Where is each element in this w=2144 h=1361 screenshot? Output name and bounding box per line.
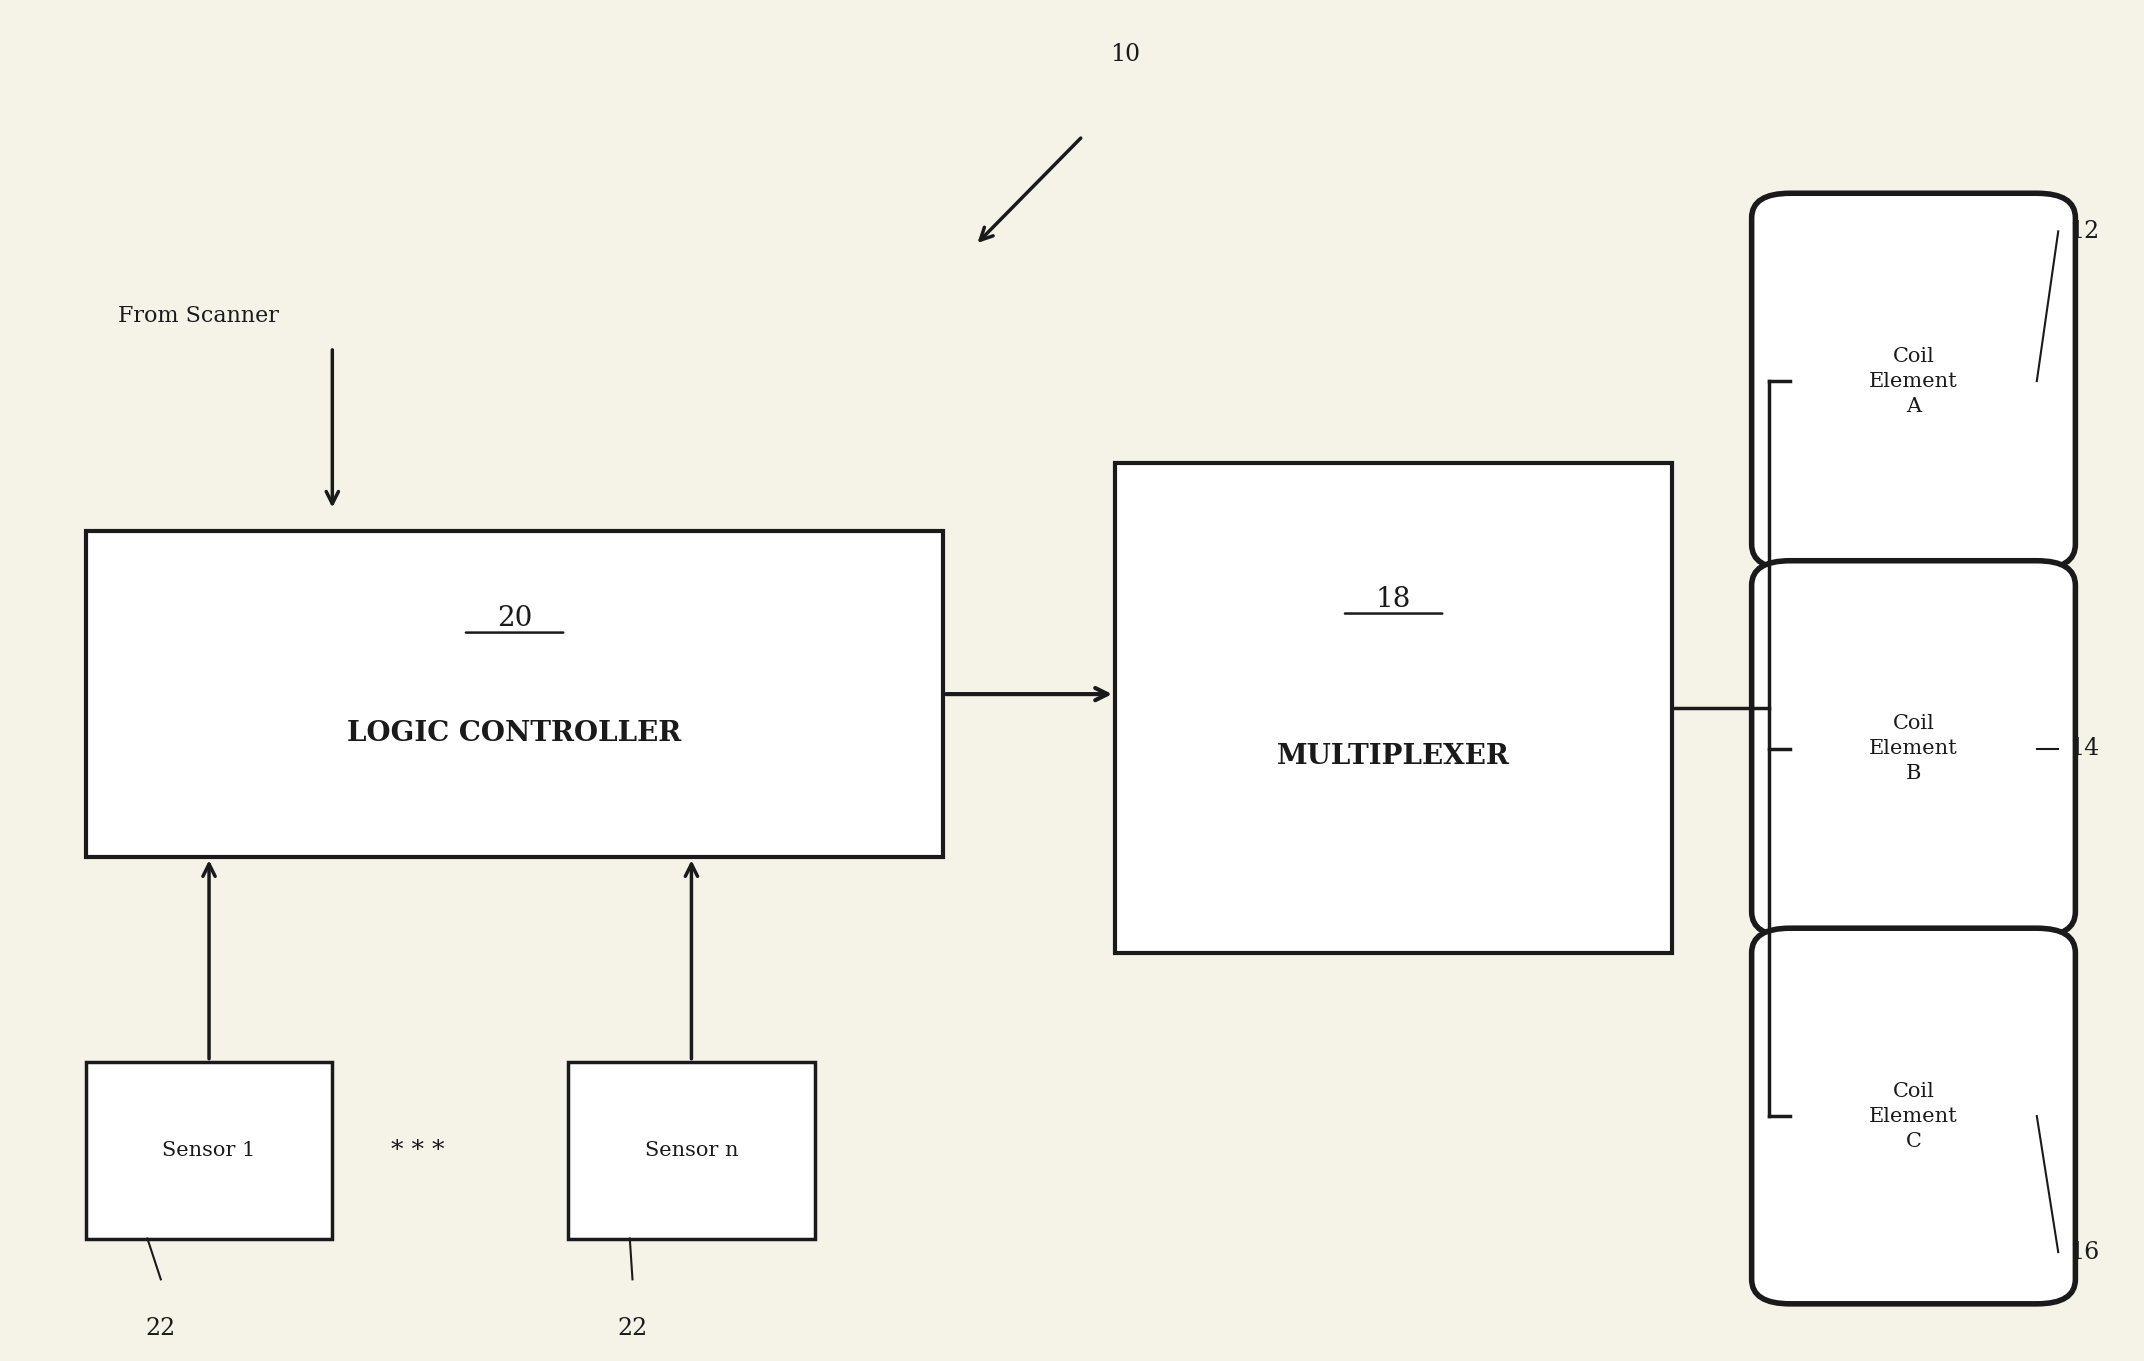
Text: 14: 14	[2069, 738, 2099, 759]
FancyBboxPatch shape	[1752, 561, 2075, 936]
FancyBboxPatch shape	[1752, 193, 2075, 569]
Text: 22: 22	[617, 1317, 647, 1341]
Text: 20: 20	[497, 606, 532, 633]
Text: 16: 16	[2069, 1241, 2099, 1263]
Text: Sensor n: Sensor n	[645, 1141, 738, 1160]
FancyBboxPatch shape	[1752, 928, 2075, 1304]
Text: Coil
Element
A: Coil Element A	[1870, 347, 1957, 415]
Text: Sensor 1: Sensor 1	[163, 1141, 255, 1160]
FancyBboxPatch shape	[568, 1062, 815, 1239]
Text: 12: 12	[2069, 220, 2099, 242]
Text: Coil
Element
B: Coil Element B	[1870, 715, 1957, 783]
FancyBboxPatch shape	[1115, 463, 1672, 953]
Text: LOGIC CONTROLLER: LOGIC CONTROLLER	[347, 720, 682, 747]
Text: MULTIPLEXER: MULTIPLEXER	[1278, 743, 1509, 770]
Text: 18: 18	[1376, 587, 1411, 614]
Text: * * *: * * *	[392, 1139, 444, 1161]
Text: Coil
Element
C: Coil Element C	[1870, 1082, 1957, 1150]
Text: 10: 10	[1111, 44, 1141, 65]
Text: 22: 22	[146, 1317, 176, 1341]
FancyBboxPatch shape	[86, 531, 943, 857]
FancyBboxPatch shape	[86, 1062, 332, 1239]
Text: From Scanner: From Scanner	[118, 305, 279, 327]
